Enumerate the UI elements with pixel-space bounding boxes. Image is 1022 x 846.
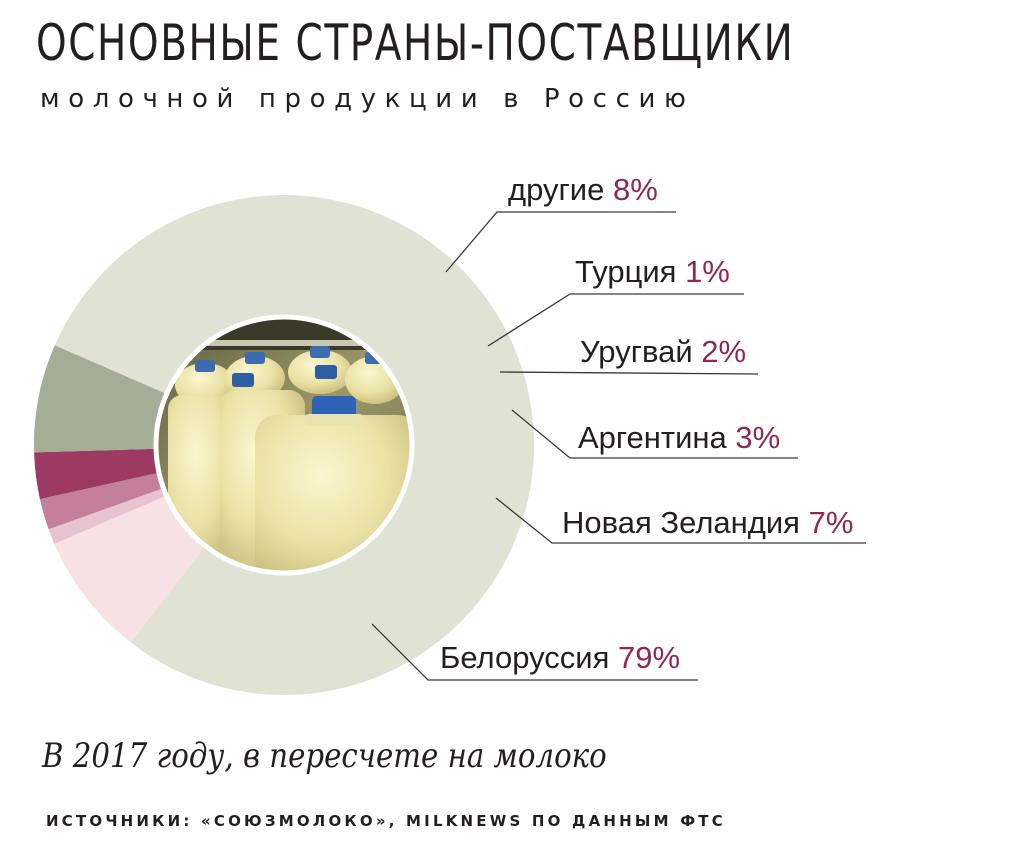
slice-value-4: 3% [735, 420, 780, 455]
slice-name-2: Турция [575, 254, 685, 289]
slice-1 [54, 495, 206, 643]
leader-line-4 [511, 409, 798, 459]
slice-2 [48, 488, 167, 544]
leader-line-5 [495, 497, 866, 544]
slice-labels: Белоруссия 79% другие 8% Турция 1% Уругвай … [371, 172, 866, 681]
leader-line-0 [371, 623, 698, 681]
slice-5 [33, 345, 167, 453]
chart-note: В 2017 году, в пересчете на молоко [42, 736, 607, 776]
slice-label-0: Белоруссия 79% [440, 640, 680, 675]
slice-label-3: Уругвай 2% [580, 334, 746, 369]
leader-line-2 [487, 293, 744, 347]
slice-label-5: Новая Зеландия 7% [562, 505, 853, 540]
slice-value-2: 1% [685, 254, 730, 289]
leader-line-1 [445, 211, 676, 273]
slice-value-5: 7% [809, 505, 854, 540]
chart-title: ОСНОВНЫЕ СТРАНЫ-ПОСТАВЩИКИ [36, 14, 795, 72]
slice-3 [39, 472, 164, 530]
chart-source: ИСТОЧНИКИ: «СОЮЗМОЛОКО», MILKNEWS ПО ДАН… [46, 812, 726, 830]
leader-line-3 [499, 371, 759, 375]
slice-name-3: Уругвай [580, 334, 701, 369]
slice-label-1: другие 8% [508, 172, 658, 207]
slice-label-2: Турция 1% [575, 254, 730, 289]
donut-slices [33, 195, 534, 696]
slice-value-3: 2% [701, 334, 746, 369]
slice-value-1: 8% [613, 172, 658, 207]
slice-value-0: 79% [618, 640, 680, 675]
chart-subtitle: молочной продукции в Россию [40, 84, 695, 114]
slice-name-1: другие [508, 172, 613, 207]
slice-name-0: Белоруссия [440, 640, 618, 675]
slice-label-4: Аргентина 3% [578, 420, 780, 455]
slice-name-4: Аргентина [578, 420, 735, 455]
slice-0 [54, 195, 534, 696]
slice-4 [34, 448, 160, 500]
slice-name-5: Новая Зеландия [562, 505, 809, 540]
